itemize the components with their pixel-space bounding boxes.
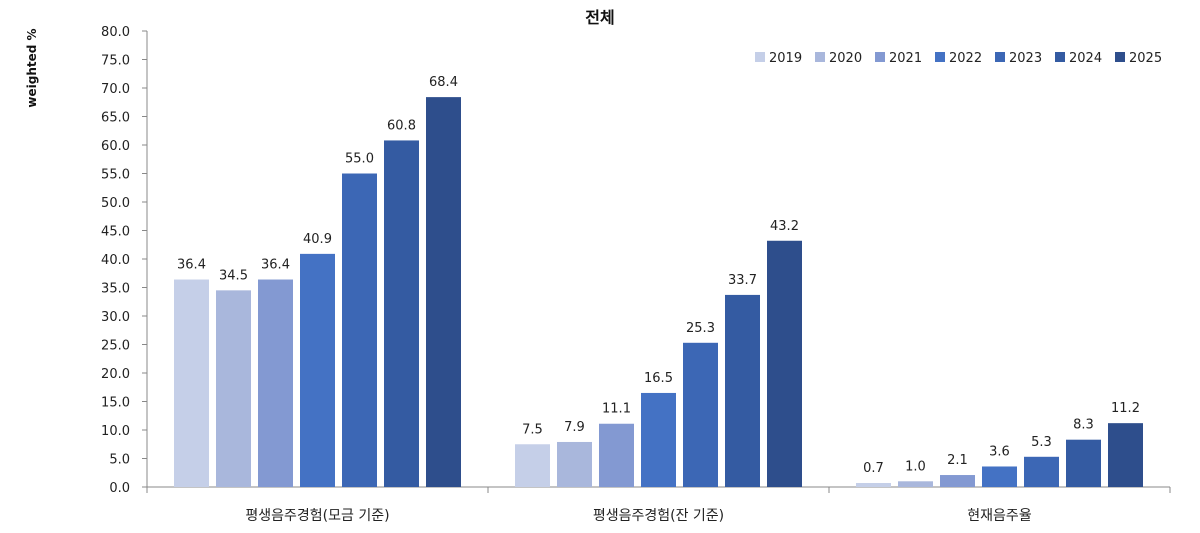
x-category-label: 평생음주경험(모금 기준) (245, 508, 389, 524)
data-label: 2.1 (947, 453, 968, 468)
y-tick-label: 35.0 (101, 282, 130, 297)
bar (515, 444, 550, 487)
legend-label: 2022 (949, 51, 982, 66)
bar (174, 279, 209, 487)
data-label: 7.5 (522, 422, 543, 437)
y-tick-label: 25.0 (101, 339, 130, 354)
legend-swatch (755, 52, 765, 62)
data-label: 1.0 (905, 459, 926, 474)
legend: 2019 2020 2021 2022 2023 2024 2025 (755, 51, 1162, 66)
bar (1066, 439, 1101, 487)
legend-label: 2024 (1069, 51, 1102, 66)
y-axis-label: weighted % (25, 28, 39, 107)
chart-title: 전체 (585, 8, 614, 27)
legend-swatch (995, 52, 1005, 62)
bar (898, 481, 933, 487)
data-label: 40.9 (303, 232, 332, 247)
data-labels-group: 36.4 34.5 36.4 40.9 55.0 60.8 68.4 7.5 7.9 11.1 16… (177, 75, 1140, 476)
legend-swatch (815, 52, 825, 62)
bar (683, 342, 718, 487)
bar (342, 173, 377, 487)
legend-swatch (875, 52, 885, 62)
legend-label: 2021 (889, 51, 922, 66)
data-label: 60.8 (387, 118, 416, 133)
legend-swatch (935, 52, 945, 62)
data-label: 55.0 (345, 152, 374, 167)
y-tick-label: 0.0 (109, 481, 130, 496)
data-label: 43.2 (770, 219, 799, 234)
data-label: 33.7 (728, 273, 757, 288)
bar (384, 140, 419, 487)
x-axis: 평생음주경험(모금 기준) 평생음주경험(잔 기준) 현재음주율 (146, 486, 1171, 524)
data-label: 5.3 (1031, 435, 1052, 450)
data-label: 34.5 (219, 268, 248, 283)
data-label: 11.2 (1111, 401, 1140, 416)
bar (300, 253, 335, 487)
y-tick-label: 30.0 (101, 310, 130, 325)
bar (856, 483, 891, 487)
bar (641, 392, 676, 487)
y-tick-label: 15.0 (101, 396, 130, 411)
y-tick-label: 55.0 (101, 168, 130, 183)
legend-swatch (1055, 52, 1065, 62)
legend-label: 2020 (829, 51, 862, 66)
y-tick-label: 10.0 (101, 424, 130, 439)
legend-label: 2025 (1129, 51, 1162, 66)
bar (1108, 423, 1143, 487)
bar (1024, 456, 1059, 487)
data-label: 0.7 (863, 461, 884, 476)
y-tick-label: 65.0 (101, 111, 130, 126)
x-category-label: 평생음주경험(잔 기준) (593, 508, 724, 524)
bar (940, 475, 975, 487)
bar (599, 423, 634, 487)
legend-label: 2023 (1009, 51, 1042, 66)
y-axis: 0.0 5.0 10.0 15.0 20.0 25.0 30.0 35.0 40.0 45.0 50… (101, 25, 148, 496)
bar (725, 294, 760, 487)
bar (216, 290, 251, 487)
x-category-label: 현재음주율 (967, 508, 1032, 524)
bar (258, 279, 293, 487)
y-tick-label: 60.0 (101, 139, 130, 154)
data-label: 8.3 (1073, 418, 1094, 433)
data-label: 3.6 (989, 444, 1010, 459)
y-tick-label: 45.0 (101, 225, 130, 240)
y-tick-label: 5.0 (109, 453, 130, 468)
y-tick-label: 70.0 (101, 82, 130, 97)
y-tick-label: 20.0 (101, 367, 130, 382)
y-tick-label: 80.0 (101, 25, 130, 40)
y-tick-label: 75.0 (101, 54, 130, 69)
bar (767, 240, 802, 487)
data-label: 68.4 (429, 75, 458, 90)
data-label: 25.3 (686, 321, 715, 336)
data-label: 11.1 (602, 402, 631, 417)
bar (557, 441, 592, 487)
bar (982, 466, 1017, 487)
legend-label: 2019 (769, 51, 802, 66)
data-label: 7.9 (564, 420, 585, 435)
data-label: 36.4 (177, 258, 206, 273)
y-tick-label: 40.0 (101, 253, 130, 268)
data-label: 16.5 (644, 371, 673, 386)
legend-swatch (1115, 52, 1125, 62)
bar (426, 97, 461, 488)
data-label: 36.4 (261, 258, 290, 273)
y-tick-label: 50.0 (101, 196, 130, 211)
bars-group (174, 97, 1143, 488)
